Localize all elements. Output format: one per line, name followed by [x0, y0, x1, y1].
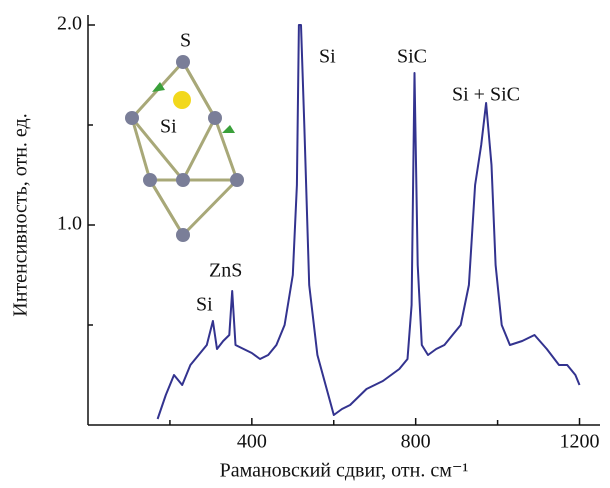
y-tick-label: 1.0 — [57, 213, 82, 235]
annotation: SiC — [397, 46, 427, 68]
crystal-inset — [125, 55, 244, 242]
annotation: Si + SiC — [452, 84, 520, 106]
annotation: Si — [160, 116, 177, 138]
y-tick-label: 2.0 — [57, 13, 82, 35]
annotation: ZnS — [209, 260, 242, 282]
x-tick-label: 1200 — [560, 431, 600, 453]
x-axis-label: Рамановский сдвиг, отн. см⁻¹ — [220, 460, 469, 482]
annotation: S — [180, 30, 191, 52]
x-tick-label: 400 — [237, 431, 267, 453]
annotation: Si — [196, 294, 213, 316]
x-tick-label: 800 — [401, 431, 431, 453]
spectrum-line — [156, 24, 581, 420]
annotation: Si — [319, 46, 336, 68]
y-axis-label: Интенсивность, отн. ед. — [10, 113, 32, 316]
